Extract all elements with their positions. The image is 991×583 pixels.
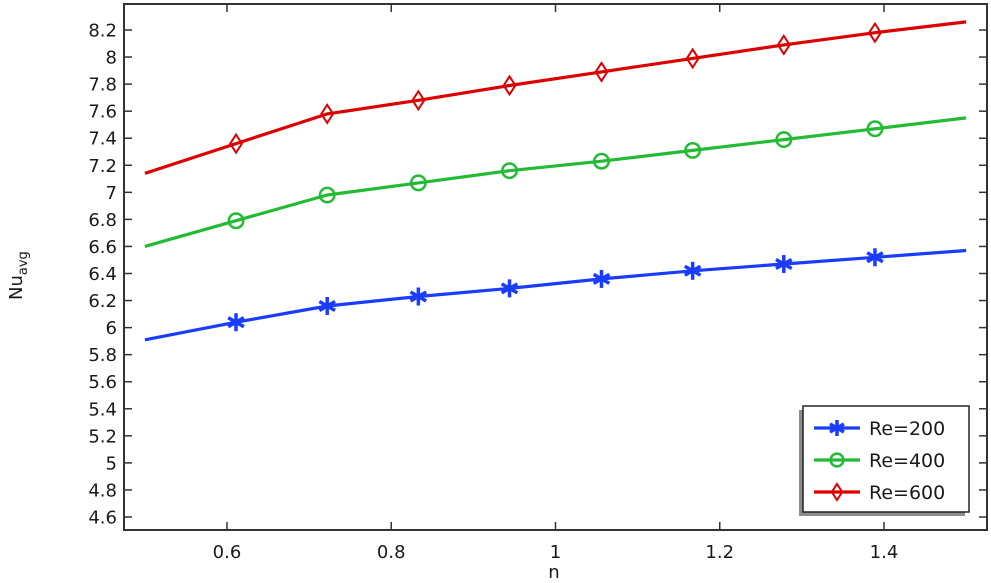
x-tick-label: 1.2 — [705, 542, 734, 563]
legend-label: Re=400 — [869, 450, 945, 472]
legend: Re=200 Re=400 Re=600 — [799, 405, 970, 516]
diamond-marker — [320, 103, 335, 125]
legend-item: Re=600 — [814, 482, 945, 504]
y-tick-label: 8.2 — [88, 21, 117, 42]
circle-marker — [684, 141, 702, 159]
plot-frame — [123, 3, 988, 531]
y-tick-label: 5.2 — [88, 426, 117, 447]
asterisk-marker — [409, 290, 428, 303]
diamond-marker — [594, 61, 609, 83]
y-tick-label: 4.8 — [88, 480, 117, 501]
diamond-marker — [776, 34, 791, 56]
legend-label: Re=600 — [869, 482, 945, 504]
series-line — [144, 248, 967, 342]
y-tick-label: 7.8 — [88, 75, 117, 96]
legend-item: Re=200 — [814, 418, 945, 440]
y-tick-label: 6.2 — [88, 291, 117, 312]
y-tick-label: 6 — [106, 318, 117, 339]
legend-item: Re=400 — [814, 450, 945, 472]
y-tick-label: 8 — [106, 48, 117, 69]
y-tick-label: 4.6 — [88, 508, 117, 529]
y-axis-label-subscript: avg — [16, 251, 31, 275]
y-axis-label: Nuavg — [6, 251, 31, 300]
asterisk-marker — [829, 422, 845, 434]
legend-items: Re=200 Re=400 Re=600 — [814, 418, 945, 504]
x-tick-label: 0.6 — [213, 542, 242, 563]
circle-marker — [227, 212, 245, 230]
series-line — [144, 116, 967, 248]
asterisk-marker — [592, 272, 611, 285]
y-tick-label: 5.8 — [88, 345, 117, 366]
circle-marker — [318, 186, 336, 204]
diamond-marker — [502, 74, 517, 97]
series-line — [144, 20, 967, 175]
y-tick-label: 7.6 — [88, 102, 117, 123]
circle-marker — [829, 452, 845, 468]
series-re-600 — [144, 20, 967, 175]
x-tick-label: 0.8 — [377, 542, 406, 563]
diamond-marker — [228, 132, 244, 155]
y-tick-label: 5.6 — [88, 372, 117, 393]
asterisk-marker — [227, 316, 245, 329]
legend-label: Re=200 — [869, 418, 945, 440]
asterisk-marker — [318, 299, 336, 312]
circle-marker — [593, 152, 610, 170]
x-tick-label: 1 — [550, 542, 561, 563]
y-tick-label: 7.2 — [88, 156, 117, 177]
circle-marker — [775, 131, 793, 149]
circle-marker — [866, 120, 884, 138]
y-tick-label: 7.4 — [88, 129, 117, 150]
y-tick-label: 6.4 — [88, 264, 117, 285]
series-re-400 — [144, 116, 967, 248]
asterisk-marker — [500, 282, 519, 295]
diamond-marker — [830, 482, 844, 502]
y-axis-label-main: Nu — [6, 275, 27, 300]
y-tick-label: 6.6 — [88, 237, 117, 258]
asterisk-marker — [866, 251, 884, 264]
asterisk-marker — [683, 264, 702, 277]
y-tick-label: 7 — [106, 183, 117, 204]
plot-series-group — [144, 20, 967, 342]
y-tick-label: 5.4 — [88, 399, 117, 420]
circle-marker — [501, 162, 518, 180]
y-tick-label: 5 — [106, 453, 117, 474]
x-axis-label: n — [548, 562, 559, 583]
diamond-marker — [685, 47, 700, 70]
diamond-marker — [411, 89, 426, 112]
x-axis-ticks: 0.6 0.8 1 1.2 1.4 — [213, 4, 899, 563]
circle-marker — [409, 174, 427, 192]
y-tick-label: 6.8 — [88, 210, 117, 231]
asterisk-marker — [775, 258, 793, 271]
series-re-200 — [144, 248, 967, 342]
diamond-marker — [867, 21, 883, 44]
x-tick-label: 1.4 — [870, 542, 899, 563]
y-axis-ticks: 4.6 4.8 5 5.2 5.4 5.6 5.8 6 6.2 6.4 6.6 6.8 7 7.2 7.4 7… — [88, 21, 987, 529]
